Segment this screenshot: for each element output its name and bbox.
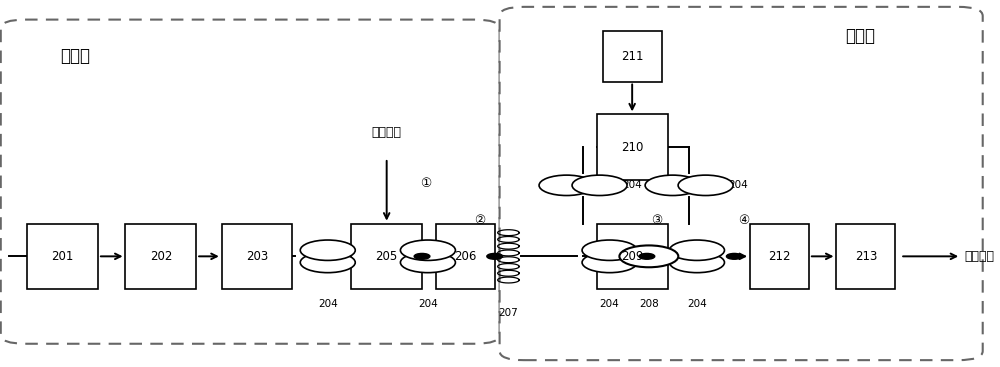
Circle shape (300, 240, 355, 261)
Text: 204: 204 (418, 299, 438, 309)
Circle shape (669, 240, 724, 261)
FancyBboxPatch shape (222, 224, 292, 289)
Text: ①: ① (420, 177, 432, 190)
Circle shape (669, 252, 724, 273)
FancyBboxPatch shape (597, 224, 668, 289)
Text: 204: 204 (728, 180, 748, 190)
FancyBboxPatch shape (750, 224, 809, 289)
FancyBboxPatch shape (27, 224, 98, 289)
Text: 204: 204 (600, 299, 619, 309)
Circle shape (400, 240, 455, 261)
Text: 204: 204 (687, 299, 707, 309)
Text: ③: ③ (651, 214, 662, 226)
Text: 203: 203 (246, 250, 268, 263)
Circle shape (539, 175, 594, 196)
Text: 209: 209 (621, 250, 643, 263)
FancyBboxPatch shape (500, 7, 983, 360)
Text: 中频输出: 中频输出 (964, 250, 994, 263)
FancyBboxPatch shape (1, 19, 500, 344)
Text: 201: 201 (51, 250, 74, 263)
Circle shape (726, 254, 742, 259)
FancyBboxPatch shape (603, 30, 662, 81)
Circle shape (300, 252, 355, 273)
Text: 射频输入: 射频输入 (372, 126, 402, 139)
Circle shape (487, 254, 503, 259)
Text: 207: 207 (499, 308, 518, 319)
Text: 中心站: 中心站 (845, 28, 875, 46)
Text: 202: 202 (150, 250, 172, 263)
Text: 212: 212 (768, 250, 791, 263)
Text: 204: 204 (622, 180, 642, 190)
Circle shape (645, 175, 700, 196)
FancyBboxPatch shape (436, 224, 495, 289)
Circle shape (678, 175, 733, 196)
Circle shape (582, 252, 637, 273)
Text: 208: 208 (639, 299, 659, 309)
Circle shape (400, 252, 455, 273)
Text: 远程端: 远程端 (60, 47, 90, 65)
Circle shape (414, 254, 430, 259)
Text: 206: 206 (454, 250, 476, 263)
Circle shape (639, 254, 655, 259)
Text: ②: ② (474, 214, 486, 226)
Text: 213: 213 (855, 250, 877, 263)
FancyBboxPatch shape (125, 224, 196, 289)
FancyBboxPatch shape (836, 224, 895, 289)
Text: 204: 204 (318, 299, 338, 309)
FancyBboxPatch shape (597, 114, 668, 180)
Circle shape (619, 246, 678, 267)
Text: 205: 205 (376, 250, 398, 263)
Circle shape (582, 240, 637, 261)
Text: ④: ④ (738, 214, 750, 226)
Circle shape (572, 175, 627, 196)
Text: 211: 211 (621, 50, 643, 62)
FancyBboxPatch shape (351, 224, 422, 289)
Text: 210: 210 (621, 141, 643, 153)
